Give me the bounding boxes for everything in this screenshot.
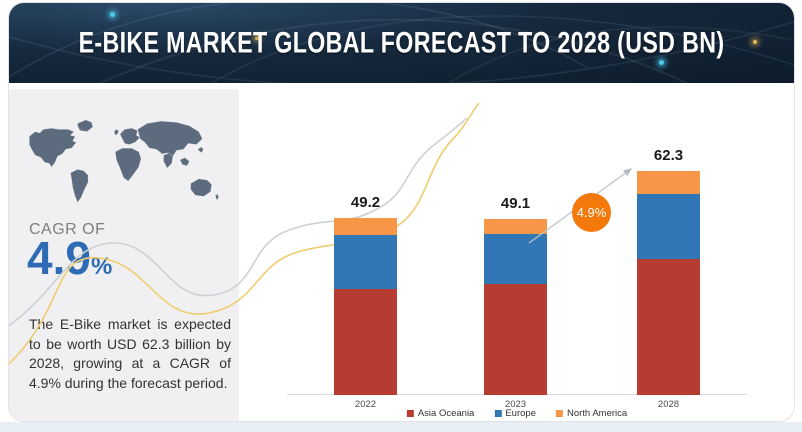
header-banner: E-BIKE MARKET GLOBAL FORECAST TO 2028 (U… [9,3,794,83]
bar-total-label: 62.3 [653,147,684,165]
bar-segment-north-america [484,218,547,235]
infographic-card: E-BIKE MARKET GLOBAL FORECAST TO 2028 (U… [8,2,795,422]
chart-legend: Asia Oceania Europe North America [406,408,628,419]
stacked-bar-chart: Asia Oceania Europe North America 49.2 2022… [9,3,794,421]
legend-label: North America [566,408,628,419]
bar-segment-north-america [637,171,700,195]
glow-dot-icon [659,60,664,65]
glow-dot-icon [255,36,259,40]
page-title: E-BIKE MARKET GLOBAL FORECAST TO 2028 (U… [78,26,725,59]
x-axis-tick-label: 2023 [504,399,527,410]
bar-segment-europe [637,194,700,260]
glow-dot-icon [753,40,757,44]
bar-total-label: 49.1 [500,194,531,212]
legend-item-europe: Europe [494,408,536,419]
legend-swatch-icon [406,410,414,417]
legend-swatch-icon [555,410,563,417]
legend-item-asia-oceania: Asia Oceania [406,408,475,419]
cagr-annotation-badge: 4.9% [572,193,611,232]
legend-swatch-icon [494,410,502,417]
cagr-annotation-label: 4.9% [576,205,607,220]
bar-segment-asia-oceania [334,288,397,395]
legend-item-north-america: North America [555,408,628,419]
bar-segment-europe [334,234,397,289]
bar-segment-asia-oceania [484,284,547,395]
legend-label: Europe [505,408,536,419]
page-bottom-strip [0,422,802,432]
bar-segment-europe [484,234,547,285]
x-axis-tick-label: 2022 [354,399,377,410]
glow-dot-icon [110,12,115,17]
bar-segment-asia-oceania [637,259,700,395]
legend-label: Asia Oceania [417,408,475,419]
bar-segment-north-america [334,218,397,235]
network-arcs-decoration [9,3,794,83]
x-axis-tick-label: 2028 [657,399,680,410]
bar-total-label: 49.2 [350,194,381,212]
